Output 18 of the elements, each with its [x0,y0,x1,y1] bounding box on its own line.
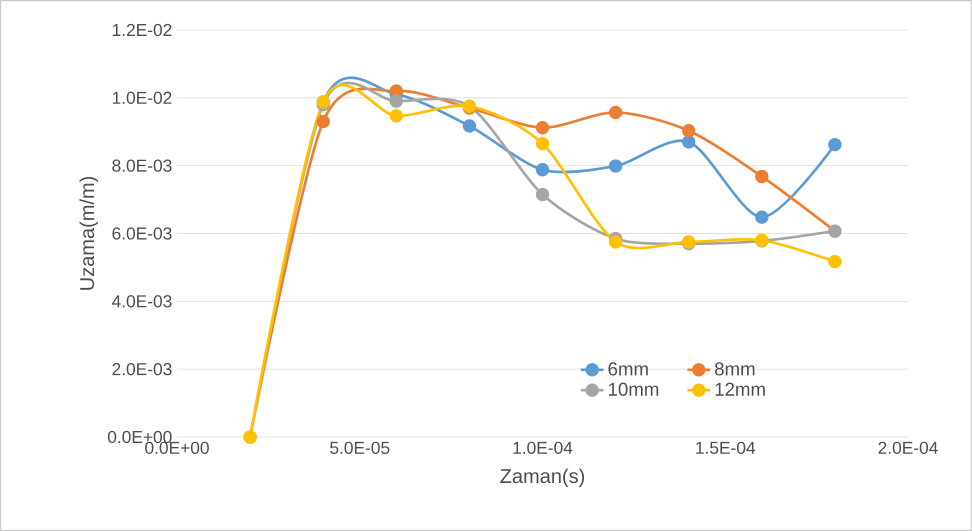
y-tick-label: 2.0E-03 [112,363,172,376]
x-tick-label: 1.5E-04 [696,442,756,454]
y-tick-label: 8.0E-03 [112,160,172,172]
y-tick-label: 6.0E-03 [112,227,172,240]
legend-label: 10mm [608,382,658,396]
y-tick-label: 0.0E+00 [108,430,172,444]
y-tick-label: 1.2E-02 [112,24,172,36]
x-tick-label: 1.0E-04 [513,442,572,454]
legend-label: 8mm [714,362,754,376]
x-tick-label: 2.0E-04 [878,442,938,454]
legend-label: 6mm [608,362,648,376]
y-tick-label: 1.0E-02 [112,92,172,104]
y-tick-label: 4.0E-03 [112,295,172,308]
x-tick-label: 5.0E-05 [330,442,390,454]
x-axis-title: Zaman(s) [500,468,584,488]
legend-label: 12mm [716,382,765,396]
y-axis-title: Uzama(m/m) [79,176,98,290]
x-tick-label: 0.0E+00 [145,442,209,454]
